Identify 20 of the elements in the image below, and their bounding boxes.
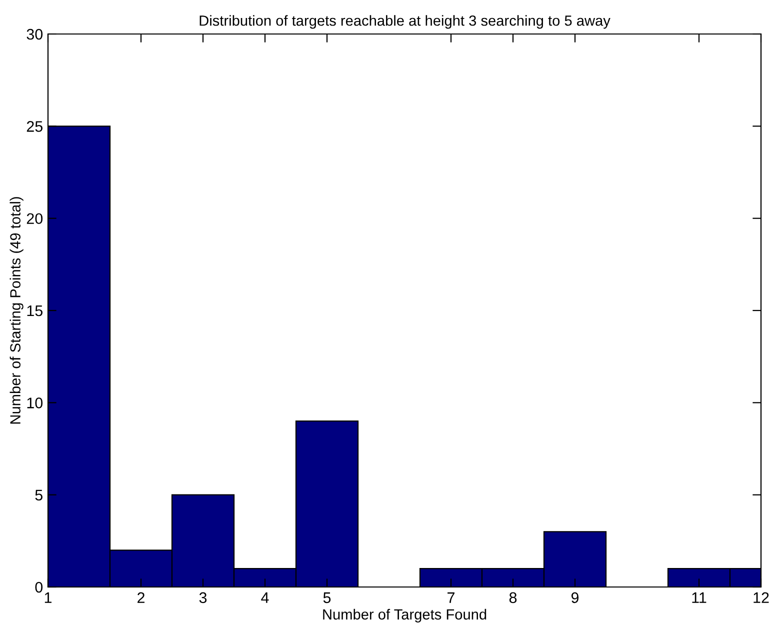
y-tick-label: 5: [35, 490, 42, 501]
x-tick-label: 5: [323, 592, 331, 604]
y-tick-label: 30: [26, 28, 43, 40]
y-tick-label: 20: [26, 213, 43, 224]
x-tick-label: 4: [261, 592, 269, 603]
x-tick-label: 11: [692, 592, 706, 603]
y-tick-label: 10: [27, 398, 43, 408]
x-tick-label: 1: [44, 592, 52, 603]
x-tick-label: 2: [138, 592, 144, 603]
x-tick-label: 9: [571, 592, 579, 604]
y-tick-label: 15: [27, 306, 42, 316]
chart-title: Distribution of targets reachable at height 3 searching to 5 away: [200, 15, 610, 29]
x-tick-label: 12: [754, 592, 769, 603]
y-tick-label: 0: [35, 582, 43, 593]
x-tick-label: 3: [199, 592, 207, 604]
x-axis-title: Number of Targets Found: [323, 608, 486, 622]
y-axis-title: Number of Starting Points (49 total): [10, 197, 24, 424]
y-tick-label: 25: [26, 121, 42, 132]
x-tick-label: 8: [509, 592, 517, 604]
x-tick-label: 7: [448, 592, 454, 603]
